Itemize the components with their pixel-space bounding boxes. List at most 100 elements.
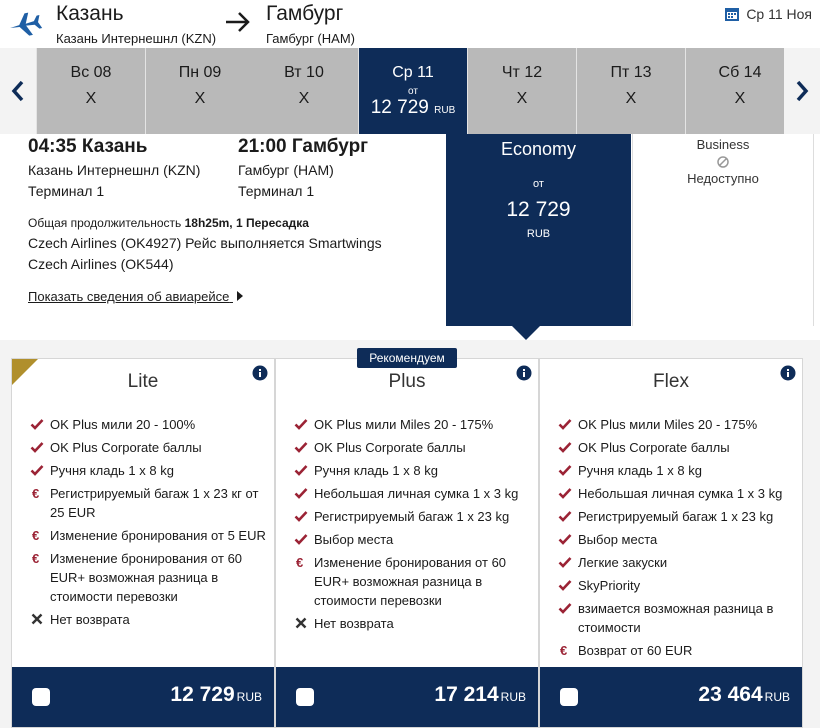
cabin-business-name: Business	[696, 137, 750, 152]
arrival-time-city: 21:00 Гамбург	[238, 136, 369, 157]
fare-feature-text: возможная разница в стоимости перевозки	[50, 570, 219, 604]
date-tab-fri-13[interactable]: Пт 13 X	[577, 48, 685, 134]
fare-feature: Нет возврата	[294, 614, 534, 633]
date-tab-price: X	[625, 90, 637, 107]
date-tab-from: от	[408, 86, 418, 97]
selected-date[interactable]: Ср 11 Ноя	[724, 6, 812, 22]
duration-label: Общая продолжительность	[28, 216, 182, 230]
svg-text:€: €	[32, 551, 39, 565]
fare-flex[interactable]: Flex OK Plus мили Miles 20 - 175% OK Plus…	[539, 358, 803, 728]
fare-radio[interactable]	[32, 688, 50, 706]
info-icon[interactable]	[516, 365, 532, 381]
fare-feature: Легкие закуски	[558, 553, 798, 572]
fare-feature: Регистрируемый багаж 1 x 23 kg	[294, 507, 534, 526]
chevron-right-icon	[796, 80, 809, 102]
fare-feature-text: Ручня кладь 1 x 8 kg	[314, 463, 438, 478]
euro-icon: €	[296, 555, 303, 569]
fare-feature-price: 60 EUR+	[314, 555, 507, 589]
fare-feature: Регистрируемый багаж 1 x 23 kg	[558, 507, 798, 526]
departure-terminal: Терминал 1	[28, 183, 105, 199]
fare-feature-text: Регистрируемый багаж 1 x 23 кг от	[50, 486, 259, 501]
fare-feature-text: Небольшая личная сумка 1 x 3 kg	[578, 486, 783, 501]
departure-airport: Казань Интернешнл (KZN)	[28, 162, 201, 178]
fare-price-value: 17 214	[434, 683, 499, 706]
cabin-business: Business Недоступно	[632, 134, 814, 326]
fare-select-plus[interactable]: 17 214 RUB	[276, 667, 538, 727]
cross-icon	[31, 613, 43, 625]
fare-feature: OK Plus мили Miles 20 - 175%	[558, 415, 798, 434]
info-icon[interactable]	[780, 365, 796, 381]
fare-feature-text: Возврат от	[578, 643, 647, 658]
check-icon	[294, 488, 308, 499]
check-icon	[558, 557, 572, 568]
date-tab-label: Вс 08	[70, 64, 112, 81]
fare-features: OK Plus мили Miles 20 - 175% OK Plus Corp…	[294, 415, 534, 637]
fare-plus[interactable]: Plus OK Plus мили Miles 20 - 175% OK Plus…	[275, 358, 539, 728]
check-icon	[30, 442, 44, 453]
fare-select-lite[interactable]: 12 729 RUB	[12, 667, 274, 727]
date-tab-mon-09[interactable]: Пн 09 X	[146, 48, 254, 134]
fare-feature-text: возможная разница в стоимости перевозки	[314, 574, 483, 608]
cabin-economy[interactable]: Economy от 12 729 RUB	[446, 134, 631, 326]
fare-feature: OK Plus мили Miles 20 - 175%	[294, 415, 534, 434]
recommended-badge: Рекомендуем	[357, 348, 457, 368]
cross-icon	[295, 617, 307, 629]
fare-feature-text: Изменение бронирования от	[50, 551, 228, 566]
prev-dates-button[interactable]	[0, 48, 36, 134]
origin-city: Казань	[56, 2, 124, 25]
fare-feature-text: Регистрируемый багаж 1 x 23 kg	[314, 509, 510, 524]
fare-radio[interactable]	[296, 688, 314, 706]
plane-icon	[10, 12, 43, 36]
fare-feature: Ручня кладь 1 x 8 kg	[558, 461, 798, 480]
fare-select-flex[interactable]: 23 464 RUB	[540, 667, 802, 727]
cabin-economy-price: 12 729	[506, 198, 571, 221]
date-strip: Вс 08 X Пн 09 X Вт 10 X Ср 11 от 12 729 …	[0, 48, 820, 134]
destination-city: Гамбург	[266, 2, 344, 25]
next-dates-button[interactable]	[784, 48, 820, 134]
fare-price-currency: RUB	[764, 690, 790, 704]
cabin-economy-currency: RUB	[526, 228, 551, 240]
date-tab-sun-08[interactable]: Вс 08 X	[37, 48, 145, 134]
svg-text:€: €	[560, 643, 567, 657]
fare-feature-price: 5 EUR	[227, 528, 266, 543]
fare-price-value: 12 729	[170, 683, 235, 706]
destination-airport: Гамбург (HAM)	[266, 31, 355, 46]
date-tab-price: X	[734, 90, 746, 107]
date-tab-tue-10[interactable]: Вт 10 X	[250, 48, 358, 134]
fare-feature-text: Небольшая личная сумка 1 x 3 kg	[314, 486, 519, 501]
date-tab-price: 12 729 RUB	[359, 97, 467, 119]
fare-feature: Ручня кладь 1 x 8 kg	[30, 461, 270, 480]
svg-text:€: €	[296, 555, 303, 569]
fare-feature-text: Ручня кладь 1 x 8 kg	[578, 463, 702, 478]
caret-right-icon	[236, 291, 243, 301]
origin-airport: Казань Интернешнл (KZN)	[56, 31, 217, 46]
fare-feature-text: SkyPriority	[578, 578, 641, 593]
fare-feature-text: OK Plus мили Miles 20 - 175%	[578, 417, 758, 432]
calendar-icon	[725, 8, 740, 21]
fare-feature-text: Изменение бронирования от	[50, 528, 228, 543]
fare-price: 23 464 RUB	[698, 683, 790, 707]
date-tab-wed-11[interactable]: Ср 11 от 12 729 RUB	[359, 48, 467, 134]
euro-icon: €	[560, 643, 567, 657]
fare-feature-text: OK Plus мили Miles 20 - 175%	[314, 417, 494, 432]
date-tab-thu-12[interactable]: Чт 12 X	[468, 48, 576, 134]
check-icon	[558, 534, 572, 545]
fare-feature-text: Изменение бронирования от	[314, 555, 492, 570]
fare-feature-text: OK Plus Corporate баллы	[578, 440, 730, 455]
fare-feature-price: 25 EUR	[50, 505, 96, 520]
fare-feature: OK Plus мили 20 - 100%	[30, 415, 270, 434]
fare-feature: Нет возврата	[30, 610, 270, 629]
euro-icon: €	[32, 551, 39, 565]
arrival-airport: Гамбург (HAM)	[238, 162, 334, 178]
fare-feature-text: Выбор места	[578, 532, 658, 547]
fare-lite[interactable]: Lite OK Plus мили 20 - 100% OK Plus Corpo…	[11, 358, 275, 728]
date-tab-sat-14[interactable]: Сб 14 X	[686, 48, 794, 134]
fare-features: OK Plus мили 20 - 100% OK Plus Corporate …	[30, 415, 270, 633]
date-tab-currency: RUB	[434, 105, 456, 116]
flight-details-link[interactable]: Показать сведения об авиарейсе	[28, 289, 244, 304]
fare-radio[interactable]	[560, 688, 578, 706]
info-icon[interactable]	[252, 365, 268, 381]
check-icon	[558, 511, 572, 522]
fare-feature: OK Plus Corporate баллы	[30, 438, 270, 457]
check-icon	[558, 419, 572, 430]
